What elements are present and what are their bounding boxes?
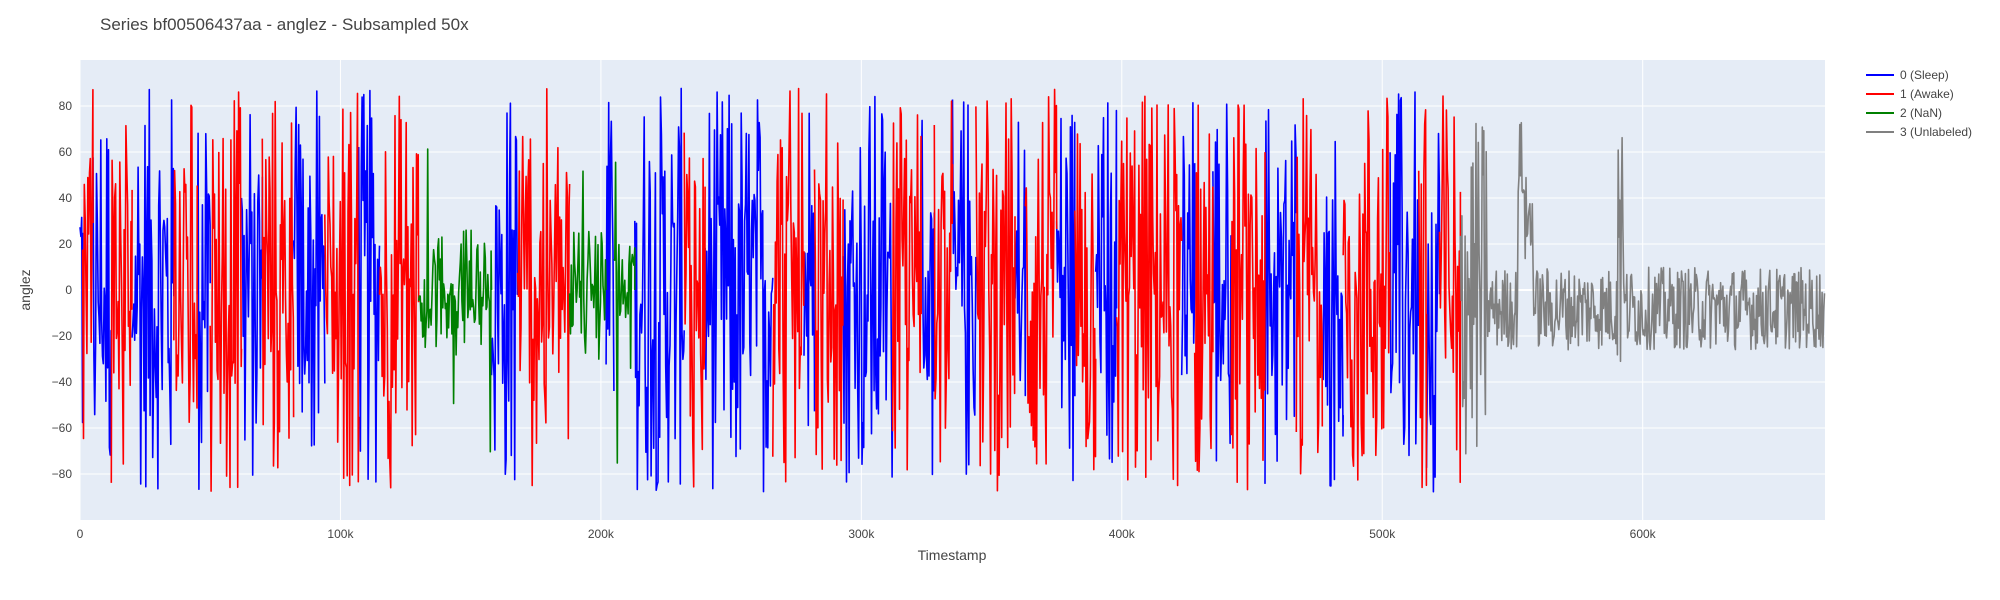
series-line xyxy=(1342,97,1391,481)
legend-item[interactable]: 3 (Unlabeled) xyxy=(1866,125,1972,139)
series-line xyxy=(1389,91,1420,457)
series-line xyxy=(292,90,326,447)
legend-item[interactable]: 1 (Awake) xyxy=(1866,87,1954,101)
y-tick-label: 60 xyxy=(59,145,73,159)
y-tick-label: −60 xyxy=(52,421,73,435)
series-line xyxy=(1115,95,1183,487)
y-tick-label: −80 xyxy=(52,467,73,481)
x-tick-label: 600k xyxy=(1630,527,1657,541)
series-line xyxy=(1230,104,1266,491)
x-tick-label: 100k xyxy=(327,527,354,541)
x-tick-label: 0 xyxy=(77,527,84,541)
series-line xyxy=(634,87,685,491)
legend-label: 0 (Sleep) xyxy=(1900,68,1949,82)
series-line xyxy=(196,132,211,490)
series-line xyxy=(891,107,922,471)
series-line xyxy=(1438,95,1462,484)
series-line xyxy=(173,104,198,423)
series-line xyxy=(951,99,977,475)
series-line xyxy=(1094,102,1118,464)
series-line xyxy=(1295,98,1324,475)
series-line xyxy=(772,87,805,483)
legend-item[interactable]: 0 (Sleep) xyxy=(1866,68,1949,82)
legend[interactable]: 0 (Sleep) 1 (Awake) 2 (NaN) 3 (Unlabeled) xyxy=(1866,68,1972,139)
series-line xyxy=(605,101,615,392)
series-line xyxy=(261,100,295,469)
series-line xyxy=(1417,109,1428,489)
x-tick-labels: 0 100k 200k 300k 400k 500k 600k xyxy=(77,527,1657,541)
series-line xyxy=(131,88,175,490)
series-line xyxy=(490,102,519,481)
series-line xyxy=(1024,88,1058,465)
series-lines xyxy=(79,87,1826,493)
series-line xyxy=(378,95,420,489)
series-line xyxy=(1074,133,1097,471)
x-tick-label: 300k xyxy=(848,527,875,541)
legend-label: 2 (NaN) xyxy=(1900,106,1942,120)
series-line xyxy=(240,113,264,476)
series-line xyxy=(1425,132,1441,493)
x-tick-label: 200k xyxy=(588,527,615,541)
series-line xyxy=(81,88,94,440)
y-tick-label: −20 xyxy=(52,329,73,343)
y-tick-label: 20 xyxy=(59,237,73,251)
legend-item[interactable]: 2 (NaN) xyxy=(1866,106,1942,120)
legend-label: 3 (Unlabeled) xyxy=(1900,125,1972,139)
series-line xyxy=(1264,108,1298,484)
y-tick-label: 80 xyxy=(59,99,73,113)
series-line xyxy=(110,124,133,483)
series-line xyxy=(1055,114,1076,482)
y-tick-label: 0 xyxy=(65,283,72,297)
series-line xyxy=(417,148,493,453)
series-line xyxy=(683,132,706,488)
series-line xyxy=(1459,121,1826,455)
y-axis-title: anglez xyxy=(17,269,33,310)
series-line xyxy=(1321,140,1344,487)
series-line xyxy=(613,161,636,464)
series-line xyxy=(803,112,816,427)
series-line xyxy=(92,138,113,456)
series-line xyxy=(209,91,243,492)
x-tick-label: 500k xyxy=(1369,527,1396,541)
x-tick-label: 400k xyxy=(1109,527,1136,541)
series-line xyxy=(813,93,844,470)
y-tick-labels: 80 60 40 20 0 −20 −40 −60 −80 xyxy=(52,99,73,481)
series-line xyxy=(1180,102,1196,376)
x-axis-title: Timestamp xyxy=(918,547,987,563)
y-tick-label: −40 xyxy=(52,375,73,389)
series-line xyxy=(1193,104,1214,473)
chart-title: Series bf00506437aa - anglez - Subsample… xyxy=(100,15,469,34)
series-line xyxy=(975,98,1016,492)
series-line xyxy=(920,119,936,476)
series-line xyxy=(357,89,381,483)
series-line xyxy=(933,100,954,463)
series-line xyxy=(324,92,360,487)
legend-label: 1 (Awake) xyxy=(1900,87,1954,101)
series-line xyxy=(704,91,774,493)
series-line xyxy=(516,88,571,487)
series-line xyxy=(842,95,894,483)
series-line xyxy=(1212,103,1232,462)
series-line xyxy=(1014,121,1027,397)
y-tick-label: 40 xyxy=(59,191,73,205)
series-line xyxy=(568,170,607,360)
